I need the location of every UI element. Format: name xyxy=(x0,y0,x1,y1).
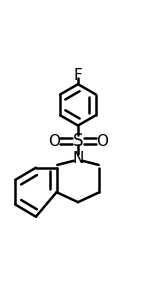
Text: N: N xyxy=(72,151,84,166)
Text: F: F xyxy=(74,68,82,83)
Text: O: O xyxy=(48,134,60,149)
Text: S: S xyxy=(73,132,83,150)
Text: O: O xyxy=(96,134,108,149)
